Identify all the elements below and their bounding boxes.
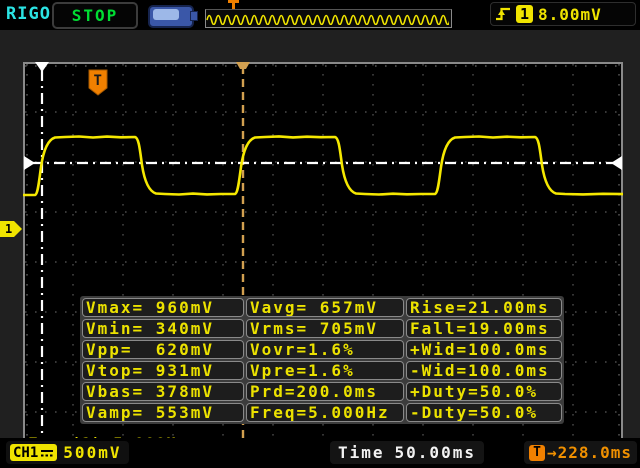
grid-edge-ticks [25,64,621,460]
waveform-trace [21,135,625,197]
trigger-offset-badge: T [529,444,545,461]
svg-text:T: T [94,73,102,89]
channel1-label: CH1 [13,444,39,461]
measurement-row: Vamp= 553mV Freq=5.000Hz -Duty=50.0% [82,403,562,422]
usb-device-icon [148,5,198,28]
trigger-source-badge: 1 [516,5,533,23]
rising-edge-icon [496,7,510,21]
meas-nwid: -Wid=100.0ms [406,361,562,380]
measurement-row: Vmin= 340mV Vrms= 705mV Fall=19.00ms [82,319,562,338]
channel1-badge: CH1 [10,444,58,461]
channel1-level-marker[interactable]: 1 [0,220,23,238]
preview-sine-icon [206,14,451,26]
measurement-row: Vmax= 960mV Vavg= 657mV Rise=21.00ms [82,298,562,317]
meas-pduty: +Duty=50.0% [406,382,562,401]
vertical-scale-readout: 500mV [63,443,122,462]
trigger-offset-readout[interactable]: T →228.0ms [524,441,638,464]
svg-text:1: 1 [5,222,12,236]
meas-pwid: +Wid=100.0ms [406,340,562,359]
meas-nduty: -Duty=50.0% [406,403,562,422]
display-band: 1 [0,30,640,462]
run-state-button[interactable]: STOP [52,2,138,29]
channel1-status-button[interactable]: CH1 500mV [6,441,130,464]
meas-vamp: Vamp= 553mV [82,403,244,422]
meas-vtop: Vtop= 931mV [82,361,244,380]
run-state-label: STOP [71,6,119,25]
measurement-row: Vpp= 620mV Vovr=1.6% +Wid=100.0ms [82,340,562,359]
bottom-status-bar: CH1 500mV Time 50.00ms T →228.0ms [0,438,640,468]
time-label: Time [338,443,385,462]
trigger-offset-value: →228.0ms [547,443,633,462]
measurement-row: Vtop= 931mV Vpre=1.6% -Wid=100.0ms [82,361,562,380]
dc-coupling-icon [41,449,54,456]
waveform-preview-strip[interactable] [205,9,452,28]
meas-vmax: Vmax= 960mV [82,298,244,317]
meas-fall: Fall=19.00ms [406,319,562,338]
time-value: 50.00ms [394,443,476,462]
top-status-bar: RIGOL STOP 1 8.00mV [0,0,640,31]
meas-vrms: Vrms= 705mV [246,319,404,338]
meas-vpre: Vpre=1.6% [246,361,404,380]
trigger-settings-readout[interactable]: 1 8.00mV [490,2,636,26]
timebase-readout[interactable]: Time 50.00ms [330,441,484,464]
measurement-row: Vbas= 378mV Prd=200.0ms +Duty=50.0% [82,382,562,401]
measurement-panel: Vmax= 960mV Vavg= 657mV Rise=21.00ms Vmi… [80,296,564,424]
horizontal-cursor-line[interactable] [24,156,622,170]
preview-trigger-marker[interactable] [228,0,239,9]
meas-vpp: Vpp= 620mV [82,340,244,359]
meas-vovr: Vovr=1.6% [246,340,404,359]
meas-vbas: Vbas= 378mV [82,382,244,401]
trigger-level-readout: 8.00mV [538,4,602,24]
meas-vmin: Vmin= 340mV [82,319,244,338]
meas-rise: Rise=21.00ms [406,298,562,317]
trigger-time-badge[interactable]: T [88,69,108,96]
meas-prd: Prd=200.0ms [246,382,404,401]
meas-vavg: Vavg= 657mV [246,298,404,317]
meas-freq: Freq=5.000Hz [246,403,404,422]
rigol-logo: RIGOL [6,4,63,24]
